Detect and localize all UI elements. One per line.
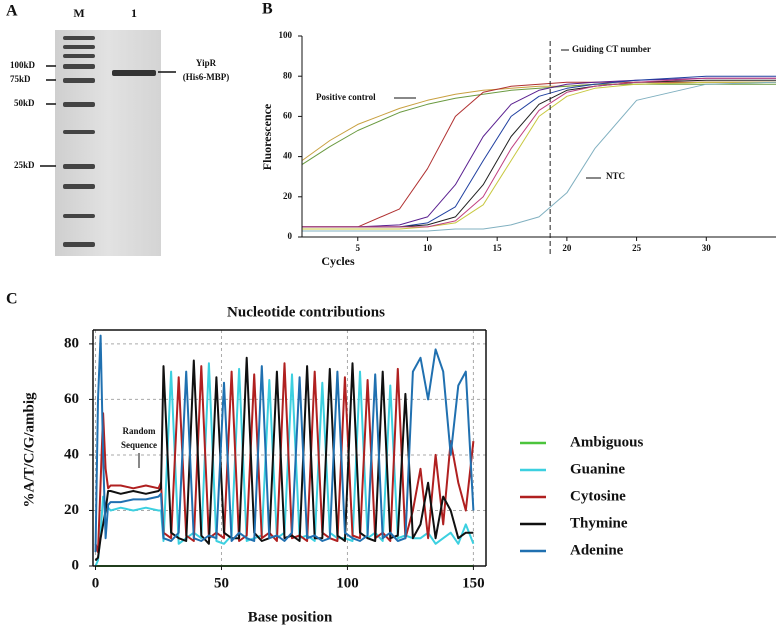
x-tick-label: 50 (214, 575, 229, 591)
legend-label: Adenine (570, 542, 624, 558)
legend-label: Cytosine (570, 488, 626, 504)
y-tick-label: 40 (283, 151, 293, 161)
x-tick-label: 5 (356, 243, 361, 253)
y-tick-label: 60 (64, 391, 79, 407)
series-line (302, 81, 777, 232)
x-tick-label: 10 (423, 243, 433, 253)
y-tick-label: 0 (72, 557, 80, 573)
y-tick-label: 80 (64, 335, 79, 351)
marker-label: 25kD (14, 160, 35, 170)
band-label: YipR (196, 58, 217, 68)
panel-label: C (6, 291, 18, 308)
gel-background (55, 30, 161, 256)
panel-label: B (262, 1, 273, 18)
series-line (302, 81, 776, 228)
y-tick-label: 60 (283, 110, 293, 120)
annotation: Sequence (121, 440, 157, 450)
marker-label: 100kD (10, 60, 36, 70)
x-tick-label: 25 (632, 243, 642, 253)
legend-label: Ambiguous (570, 434, 644, 450)
ladder (63, 36, 95, 247)
panel-label: A (6, 3, 18, 20)
annotation-lines (394, 49, 601, 179)
y-tick-label: 20 (283, 191, 293, 201)
x-tick-label: 15 (493, 243, 503, 253)
x-tick-label: 20 (562, 243, 572, 253)
x-axis-label: Base position (248, 609, 333, 625)
annotation: Positive control (316, 92, 376, 102)
annotation: Random (122, 426, 156, 436)
x-axis-label: Cycles (321, 254, 355, 268)
y-axis-label: Fluorescence (260, 103, 274, 170)
y-tick-label: 80 (283, 70, 293, 80)
y-tick-label: 100 (279, 30, 293, 40)
gel: M 1 100kD 75kD 50kD 25kD YipR (His6-MBP) (10, 6, 229, 256)
series-line (302, 81, 776, 230)
annotation: NTC (606, 171, 625, 181)
legend-label: Thymine (570, 515, 628, 531)
band-label: (His6-MBP) (183, 72, 230, 82)
x-tick-label: 0 (92, 575, 100, 591)
series-line (302, 77, 776, 228)
y-tick-label: 40 (64, 446, 79, 462)
y-tick-label: 0 (288, 231, 293, 241)
lane-label: M (73, 6, 84, 20)
series-line (94, 334, 475, 553)
protein-band (112, 70, 156, 76)
y-axis-label: %A/T/C/G/ambig (21, 392, 37, 508)
annotation: Guiding CT number (572, 44, 651, 54)
y-tick-label: 20 (64, 502, 79, 518)
series-line (94, 356, 474, 562)
x-tick-label: 100 (336, 575, 359, 591)
marker-label: 50kD (14, 98, 35, 108)
legend-label: Guanine (570, 461, 625, 477)
marker-ticks (40, 65, 176, 167)
chart-title: Nucleotide contributions (227, 304, 385, 320)
marker-label: 75kD (10, 74, 31, 84)
series-line (301, 83, 776, 166)
x-tick-label: 150 (462, 575, 485, 591)
series-line (302, 79, 776, 228)
lane-label: 1 (131, 6, 137, 20)
x-tick-label: 30 (702, 243, 712, 253)
